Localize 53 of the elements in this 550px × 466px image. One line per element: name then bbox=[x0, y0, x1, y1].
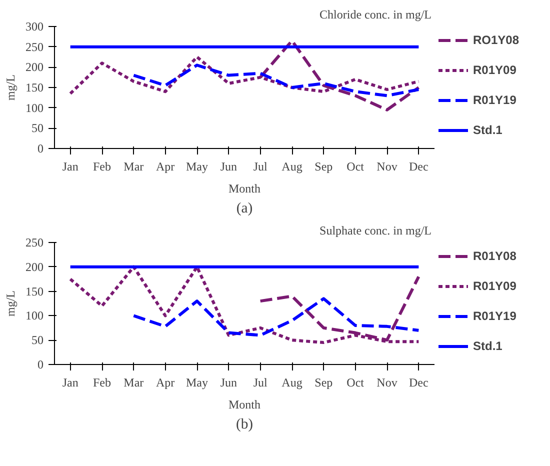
legend-label: R01Y09 bbox=[473, 279, 516, 293]
x-tick-label: Jan bbox=[62, 160, 78, 174]
y-tick-label: 100 bbox=[26, 100, 44, 115]
x-tick-label: Feb bbox=[93, 160, 111, 174]
x-tick-label: Jan bbox=[62, 376, 78, 390]
y-tick-label: 200 bbox=[26, 60, 44, 74]
legend-label: Std.1 bbox=[473, 339, 502, 353]
x-tick-label: Mar bbox=[124, 376, 144, 390]
y-tick-label: 50 bbox=[32, 333, 44, 348]
legend-label: R01Y19 bbox=[473, 93, 516, 107]
x-axis-title: Month bbox=[228, 182, 261, 196]
x-tick-label: Dec bbox=[409, 160, 428, 174]
x-tick-label: Jun bbox=[220, 376, 238, 390]
x-tick-label: Dec bbox=[409, 376, 428, 390]
y-tick-label: 300 bbox=[26, 20, 44, 34]
x-axis-title: Month bbox=[228, 398, 261, 412]
x-tick-label: Aug bbox=[282, 160, 302, 174]
y-tick-label: 50 bbox=[32, 121, 44, 136]
y-tick-label: 150 bbox=[26, 284, 44, 298]
x-tick-label: Sep bbox=[314, 376, 333, 390]
x-tick-label: Apr bbox=[156, 160, 175, 174]
y-tick-label: 250 bbox=[26, 40, 44, 54]
y-axis-title: mg/L bbox=[4, 290, 18, 316]
y-tick-label: 250 bbox=[26, 236, 44, 250]
x-tick-label: Aug bbox=[282, 376, 302, 390]
legend-label: R01Y19 bbox=[473, 309, 516, 323]
x-tick-label: Apr bbox=[156, 376, 175, 390]
y-tick-label: 150 bbox=[26, 80, 44, 94]
x-tick-label: Jun bbox=[220, 160, 238, 174]
text: (b) bbox=[236, 416, 254, 432]
x-tick-label: Sep bbox=[314, 160, 333, 174]
legend-label: Std.1 bbox=[473, 123, 502, 137]
x-tick-label: Jul bbox=[253, 160, 268, 174]
legend-label: R01Y08 bbox=[473, 249, 516, 263]
y-tick-label: 100 bbox=[26, 308, 44, 323]
text: (a) bbox=[236, 200, 253, 216]
x-tick-label: Nov bbox=[376, 160, 398, 174]
x-tick-label: Oct bbox=[346, 376, 365, 390]
legend-label: R01Y09 bbox=[473, 63, 516, 77]
x-tick-label: May bbox=[186, 160, 208, 174]
x-tick-label: Mar bbox=[124, 160, 144, 174]
x-tick-label: Nov bbox=[376, 376, 398, 390]
chart-title: Chloride conc. in mg/L bbox=[320, 8, 432, 22]
y-tick-label: 0 bbox=[38, 142, 44, 156]
legend-label: RO1Y08 bbox=[473, 33, 520, 47]
y-tick-label: 0 bbox=[38, 358, 44, 372]
x-tick-label: Feb bbox=[93, 376, 111, 390]
x-tick-label: Oct bbox=[346, 160, 365, 174]
y-axis-title: mg/L bbox=[4, 74, 18, 100]
x-tick-label: May bbox=[186, 376, 208, 390]
chart-title: Sulphate conc. in mg/L bbox=[320, 224, 432, 238]
y-tick-label: 200 bbox=[26, 260, 44, 274]
x-tick-label: Jul bbox=[253, 376, 268, 390]
